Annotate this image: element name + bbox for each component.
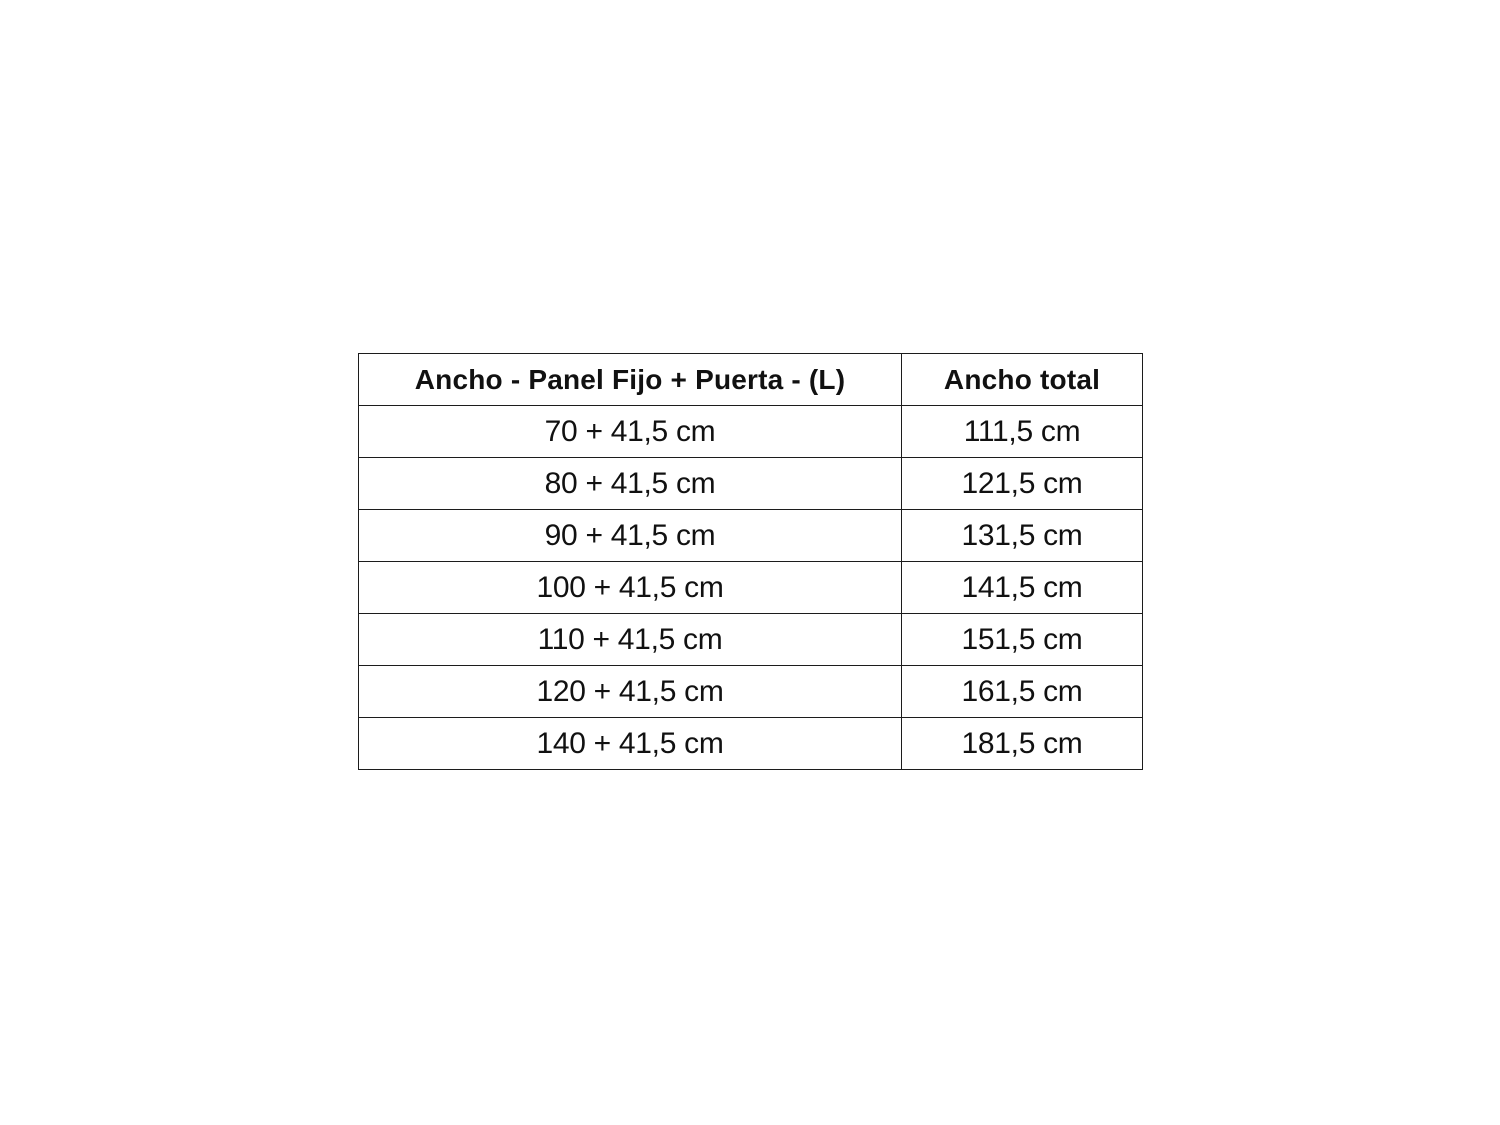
table-row: 90 + 41,5 cm 131,5 cm — [358, 509, 1143, 562]
table-cell: 181,5 cm — [901, 717, 1143, 770]
table-row: 80 + 41,5 cm 121,5 cm — [358, 457, 1143, 510]
table-header-row: Ancho - Panel Fijo + Puerta - (L) Ancho … — [358, 353, 1143, 406]
table-cell: 151,5 cm — [901, 613, 1143, 666]
table-cell: 120 + 41,5 cm — [358, 665, 902, 718]
table-cell: 141,5 cm — [901, 561, 1143, 614]
size-table: Ancho - Panel Fijo + Puerta - (L) Ancho … — [358, 353, 1143, 770]
table-cell: 80 + 41,5 cm — [358, 457, 902, 510]
table-cell: 161,5 cm — [901, 665, 1143, 718]
table-row: 110 + 41,5 cm 151,5 cm — [358, 613, 1143, 666]
table-body: 70 + 41,5 cm 111,5 cm 80 + 41,5 cm 121,5 cm… — [358, 405, 1143, 770]
table-row: 100 + 41,5 cm 141,5 cm — [358, 561, 1143, 614]
table-cell: 70 + 41,5 cm — [358, 405, 902, 458]
table-row: 70 + 41,5 cm 111,5 cm — [358, 405, 1143, 458]
table-cell: 140 + 41,5 cm — [358, 717, 902, 770]
table-cell: 131,5 cm — [901, 509, 1143, 562]
table-cell: 111,5 cm — [901, 405, 1143, 458]
column-header-panel-width: Ancho - Panel Fijo + Puerta - (L) — [358, 353, 902, 406]
table-cell: 90 + 41,5 cm — [358, 509, 902, 562]
table-row: 140 + 41,5 cm 181,5 cm — [358, 717, 1143, 770]
table-cell: 100 + 41,5 cm — [358, 561, 902, 614]
table-cell: 121,5 cm — [901, 457, 1143, 510]
column-header-total-width: Ancho total — [901, 353, 1143, 406]
table-row: 120 + 41,5 cm 161,5 cm — [358, 665, 1143, 718]
table-cell: 110 + 41,5 cm — [358, 613, 902, 666]
